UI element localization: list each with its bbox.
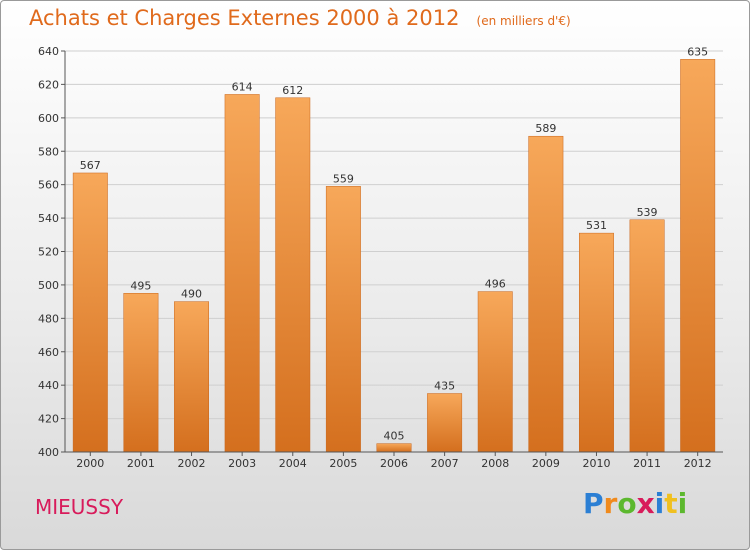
y-tick-label: 500 xyxy=(38,279,59,292)
chart-title-unit: (en milliers d'€) xyxy=(476,14,571,28)
y-tick-label: 440 xyxy=(38,379,59,392)
x-axis: 2000 2001 2002 2003 2004 2005 2006 2007 2008 2009… xyxy=(65,451,723,470)
data-label-2002: 490 xyxy=(181,288,202,301)
data-label-2006: 405 xyxy=(384,430,405,443)
x-tick-label-2006: 2006 xyxy=(380,457,408,470)
y-tick-label: 620 xyxy=(38,78,59,91)
x-tick-label-2011: 2011 xyxy=(633,457,661,470)
data-label-2000: 567 xyxy=(80,159,101,172)
logo-letter: r xyxy=(603,487,618,520)
bar-2012 xyxy=(680,59,716,453)
logo-letter: x xyxy=(636,487,655,520)
bar-2000 xyxy=(72,172,108,453)
bars xyxy=(72,59,716,453)
y-axis: 400 420 440 460 480 500 520 540 560 580 600 620 640 xyxy=(38,45,66,459)
y-tick-label: 460 xyxy=(38,346,59,359)
commune-name: MIEUSSY xyxy=(35,495,124,519)
y-tick-label: 580 xyxy=(38,145,59,158)
x-tick-label-2005: 2005 xyxy=(329,457,357,470)
data-label-2004: 612 xyxy=(282,84,303,97)
y-tick-label: 520 xyxy=(38,246,59,259)
y-tick-label: 540 xyxy=(38,212,59,225)
data-label-2012: 635 xyxy=(687,45,708,58)
bar-2007 xyxy=(427,393,463,453)
bar-2009 xyxy=(528,135,564,453)
x-tick-label-2003: 2003 xyxy=(228,457,256,470)
bar-2011 xyxy=(629,219,665,453)
bar-2003 xyxy=(224,94,260,453)
data-label-2007: 435 xyxy=(434,380,455,393)
data-label-2001: 495 xyxy=(130,279,151,292)
x-tick-label-2001: 2001 xyxy=(127,457,155,470)
logo-letter: P xyxy=(583,487,604,520)
logo-letter: i xyxy=(677,487,688,520)
bar-2008 xyxy=(477,291,513,453)
gridlines xyxy=(65,50,723,453)
bar-2010 xyxy=(579,232,614,453)
y-tick-label: 640 xyxy=(38,45,59,58)
data-label-2005: 559 xyxy=(333,172,354,185)
data-label-2010: 531 xyxy=(586,219,607,232)
y-tick-label: 480 xyxy=(38,312,59,325)
x-tick-label-2002: 2002 xyxy=(178,457,206,470)
logo-letter: i xyxy=(654,487,665,520)
bar-2004 xyxy=(275,97,311,453)
logo-letter: t xyxy=(664,487,678,520)
x-tick-label-2010: 2010 xyxy=(582,457,610,470)
data-label-2008: 496 xyxy=(485,278,506,291)
bar-2005 xyxy=(325,186,361,453)
y-tick-label: 560 xyxy=(38,179,59,192)
proxiti-logo: Proxiti xyxy=(583,487,687,520)
bar-2006 xyxy=(376,443,412,453)
x-tick-label-2009: 2009 xyxy=(532,457,560,470)
x-tick-label-2004: 2004 xyxy=(279,457,307,470)
x-tick-label-2000: 2000 xyxy=(76,457,104,470)
x-tick-label-2012: 2012 xyxy=(684,457,712,470)
data-label-2003: 614 xyxy=(232,80,253,93)
bar-2001 xyxy=(123,293,159,453)
logo-letter: o xyxy=(617,487,637,520)
data-labels: 567 495 490 614 612 559 405 435 496 589 531 539 635 xyxy=(80,45,708,442)
x-tick-label-2008: 2008 xyxy=(481,457,509,470)
data-label-2009: 589 xyxy=(535,122,556,135)
bar-2002 xyxy=(174,301,209,453)
x-tick-label-2007: 2007 xyxy=(431,457,459,470)
y-tick-label: 400 xyxy=(38,446,59,459)
chart-title: Achats et Charges Externes 2000 à 2012 (… xyxy=(29,6,571,30)
y-tick-label: 420 xyxy=(38,413,59,426)
y-tick-label: 600 xyxy=(38,112,59,125)
data-label-2011: 539 xyxy=(637,206,658,219)
chart-title-main: Achats et Charges Externes 2000 à 2012 xyxy=(29,6,460,30)
